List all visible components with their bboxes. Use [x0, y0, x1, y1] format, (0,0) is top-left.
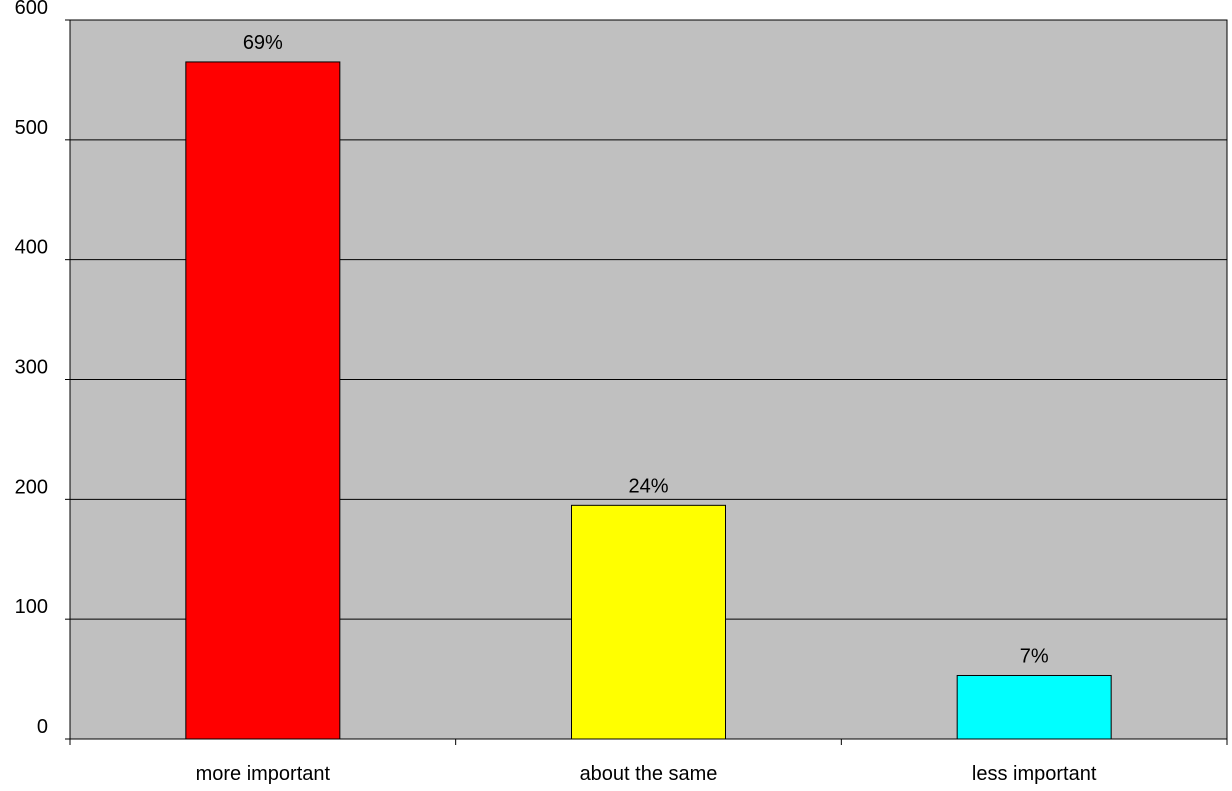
y-tick-label: 300 [15, 357, 48, 379]
y-tick-label: 500 [15, 117, 48, 139]
bar [956, 674, 1112, 740]
y-tick-labels: 0 100 200 300 400 500 600 [15, 0, 48, 738]
category-label: less important [972, 763, 1097, 785]
y-tick-label: 600 [15, 0, 48, 19]
bar [571, 504, 726, 740]
category-label: about the same [580, 763, 718, 785]
bars [185, 61, 1112, 740]
data-label: 69% [243, 32, 283, 54]
data-labels: 69% 24% 7% [243, 32, 1049, 668]
y-tick-label: 200 [15, 476, 48, 498]
axes [65, 19, 1228, 745]
category-label: more important [196, 763, 331, 785]
data-label: 7% [1020, 645, 1049, 667]
data-label: 24% [628, 475, 668, 497]
category-labels: more important about the same less importa… [196, 763, 1097, 785]
y-tick-label: 400 [15, 237, 48, 259]
y-tick-label: 100 [15, 596, 48, 618]
bar [185, 61, 341, 740]
y-tick-label: 0 [37, 716, 48, 738]
